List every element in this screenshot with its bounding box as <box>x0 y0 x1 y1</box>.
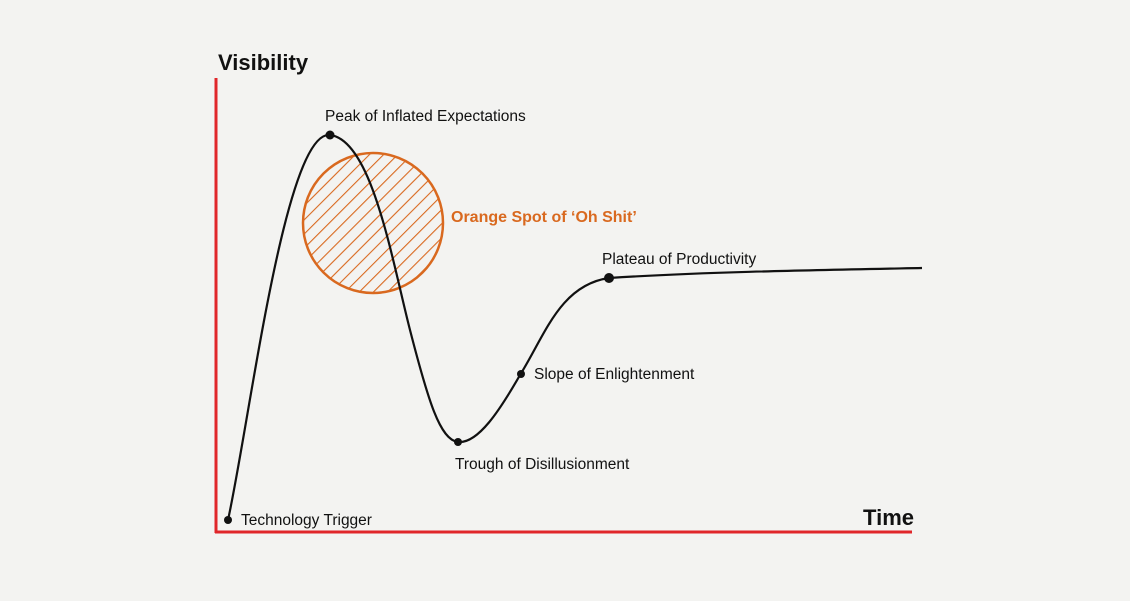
plateau-label: Plateau of Productivity <box>602 251 756 268</box>
peak-label: Peak of Inflated Expectations <box>325 108 526 125</box>
trough-point <box>454 438 462 446</box>
x-axis-title: Time <box>863 505 914 530</box>
technology-trigger-point <box>224 516 232 524</box>
hype-curve <box>226 133 923 521</box>
slope-point <box>517 370 525 378</box>
trough-label: Trough of Disillusionment <box>455 456 630 473</box>
oh-shit-spot-label: Orange Spot of ‘Oh Shit’ <box>451 209 637 226</box>
slope-label: Slope of Enlightenment <box>534 366 695 383</box>
peak-point <box>325 130 335 140</box>
y-axis-title: Visibility <box>218 50 309 75</box>
plateau-point <box>604 273 614 283</box>
technology-trigger-label: Technology Trigger <box>241 512 372 529</box>
oh-shit-spot <box>301 151 445 295</box>
